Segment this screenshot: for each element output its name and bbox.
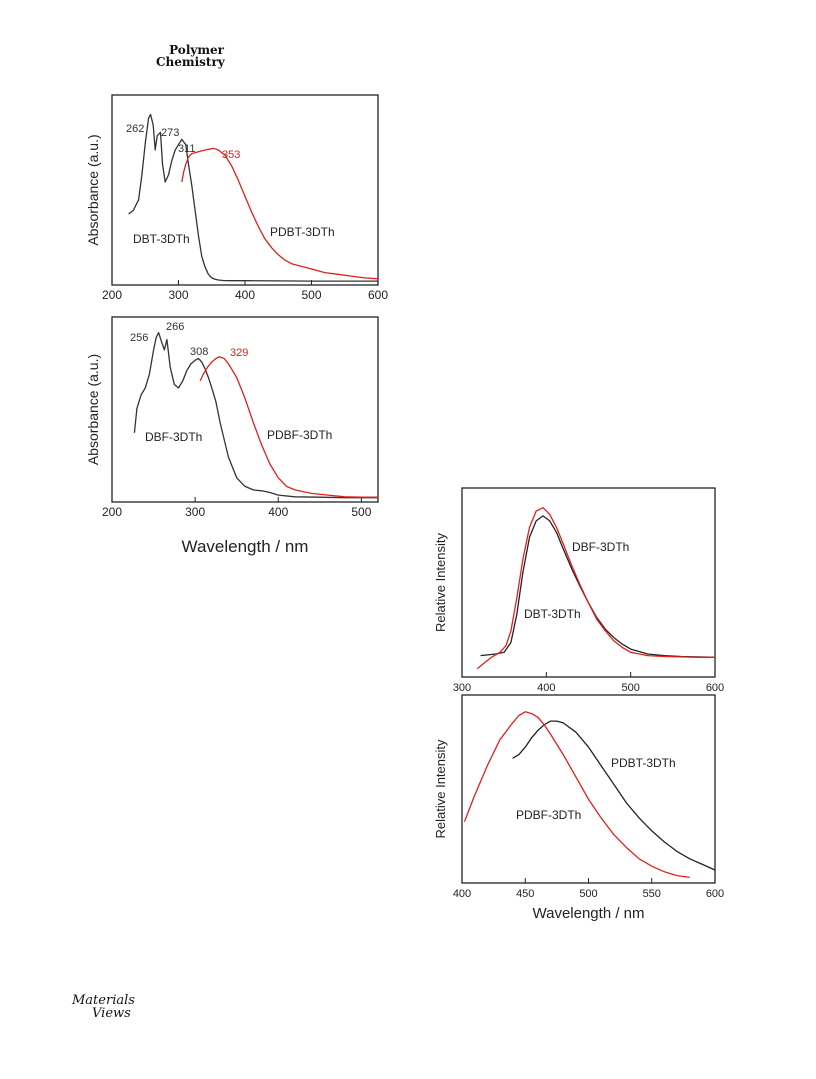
panel1-xtick-label: 500 [301, 288, 321, 302]
panel3-xtick-label: 300 [453, 682, 471, 694]
panel3-line-dbt-3dth [480, 515, 716, 658]
panel3-xtick-label: 500 [621, 682, 639, 694]
panel2-series-label-dbf-3dth: DBF-3DTh [145, 430, 202, 444]
logo-line1: Materials [72, 993, 135, 1008]
panel2-xtick-label: 300 [185, 505, 205, 519]
panel3-xtick-label: 600 [706, 682, 724, 694]
panel4-xtick-label: 550 [643, 888, 661, 900]
panel1-line-dbt-3dth [128, 113, 378, 282]
panel4-xtick-label: 500 [579, 888, 597, 900]
panel2-ylabel: Absorbance (a.u.) [85, 354, 101, 465]
panel4-line-pdbf-3dth [463, 711, 690, 879]
panel2-line-dbf-3dth [133, 331, 378, 499]
panel4-xtick-label: 400 [453, 888, 471, 900]
panel2-xtick-label: 400 [268, 505, 288, 519]
panel4-xlabel: Wavelength / nm [533, 905, 645, 922]
panel1-frame [111, 94, 379, 286]
panel1-series-label-dbt-3dth: DBT-3DTh [133, 232, 190, 246]
panel2-line-pdbf-3dth [199, 356, 378, 498]
panel1-peak-label: 353 [222, 149, 240, 161]
panel3-series-label-dbt-3dth: DBT-3DTh [524, 607, 581, 621]
panel2-xlabel: Wavelength / nm [182, 537, 309, 556]
panel2-series-label-pdbf-3dth: PDBF-3DTh [267, 428, 332, 442]
panel1-ylabel: Absorbance (a.u.) [85, 134, 101, 245]
panel1-line-pdbt-3dth [181, 147, 379, 280]
panel4-line-pdbt-3dth [512, 720, 716, 871]
panel1-xtick-label: 600 [368, 288, 388, 302]
panel4-series-label-pdbf-3dth: PDBF-3DTh [516, 808, 581, 822]
panel3-line-dbf-3dth [476, 507, 715, 670]
panel2-peak-label: 266 [166, 321, 184, 333]
panel2-xtick-label: 500 [351, 505, 371, 519]
panel1-peak-label: 273 [161, 127, 179, 139]
panel4-xtick-label: 450 [516, 888, 534, 900]
panel1-series-label-pdbt-3dth: PDBT-3DTh [270, 225, 335, 239]
panel3-ylabel: Relative Intensity [433, 533, 448, 632]
panel2-frame [111, 316, 379, 503]
panel4-frame [461, 694, 716, 884]
panel1-peak-label: 311 [178, 143, 196, 155]
journal-name-line2: Chemistry [156, 55, 225, 69]
materials-views-logo: Materials Views [72, 994, 135, 1020]
panel1-xtick-label: 300 [168, 288, 188, 302]
panel4-xtick-label: 600 [706, 888, 724, 900]
panel4-ylabel: Relative Intensity [433, 739, 448, 838]
panel2-xtick-label: 200 [102, 505, 122, 519]
panel1-peak-label: 262 [126, 123, 144, 135]
panel3-series-label-dbf-3dth: DBF-3DTh [572, 540, 629, 554]
panel2-peak-label: 256 [130, 332, 148, 344]
panel2-peak-label: 308 [190, 346, 208, 358]
logo-line2: Views [92, 1006, 131, 1021]
panel2-peak-label: 329 [230, 347, 248, 359]
journal-name-line1: Polymer [169, 43, 224, 57]
panel4-series-label-pdbt-3dth: PDBT-3DTh [611, 756, 676, 770]
journal-name: Polymer Chemistry [156, 43, 225, 69]
panel3-xtick-label: 400 [537, 682, 555, 694]
panel3-frame [461, 487, 716, 678]
panel1-xtick-label: 200 [102, 288, 122, 302]
panel1-xtick-label: 400 [235, 288, 255, 302]
